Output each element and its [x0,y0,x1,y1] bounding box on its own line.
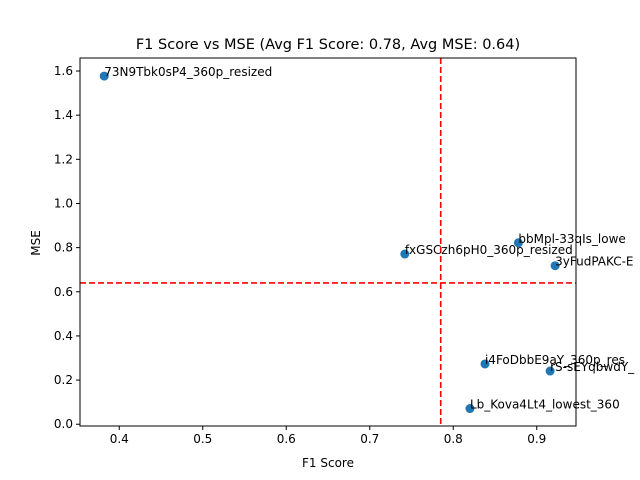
point-label: 73N9Tbk0sP4_360p_resized [104,65,272,79]
y-tick-label: 1.6 [54,64,73,78]
plot-area: 73N9Tbk0sP4_360p_resized bbMpl-33qIs_lowe… [54,57,635,446]
data-point [465,404,475,414]
y-axis-label: MSE [29,230,43,256]
plot-contents [80,58,576,426]
data-point [99,71,109,81]
x-tick-label: 0.6 [277,432,296,446]
data-point [550,261,560,271]
point-label: bbMpl-33qIs_lowe [518,232,625,246]
x-axis-label: F1 Score [302,456,354,470]
x-tick-label: 0.4 [110,432,129,446]
data-point [400,249,410,259]
x-tick-label: 0.5 [193,432,212,446]
point-label: rS-sEYqbwdY_ [550,360,635,374]
point-label: fxGSCzh6pH0_360p_resized [405,243,573,257]
x-tick-label: 0.7 [360,432,379,446]
y-tick-label: 0.4 [54,329,73,343]
x-tick-label: 0.9 [527,432,546,446]
point-label: 3yFudPAKC-E [555,255,633,269]
y-tick-label: 1.4 [54,108,73,122]
data-point [545,366,555,376]
y-tick-label: 0.2 [54,373,73,387]
data-point [480,359,490,369]
point-label: i4FoDbbE9aY_360p_res [485,353,625,367]
y-tick-label: 1.0 [54,196,73,210]
point-label: Lb_Kova4Lt4_lowest_360 [470,398,620,412]
y-tick-label: 1.2 [54,152,73,166]
y-tick-label: 0.8 [54,241,73,255]
chart-title: F1 Score vs MSE (Avg F1 Score: 0.78, Avg… [136,37,520,53]
axes-frame [79,57,577,427]
y-tick-label: 0.0 [54,417,73,431]
x-tick-label: 0.8 [444,432,463,446]
y-tick-label: 0.6 [54,285,73,299]
data-point [513,238,523,248]
